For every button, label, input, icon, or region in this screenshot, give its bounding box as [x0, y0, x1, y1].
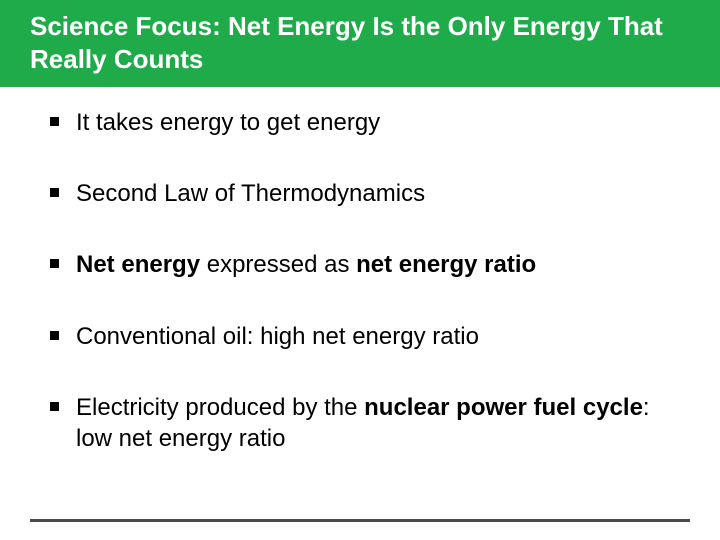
slide-header: Science Focus: Net Energy Is the Only En…: [0, 0, 720, 87]
bullet-text-segment: Net energy: [76, 251, 200, 278]
bullet-item: Conventional oil: high net energy ratio: [50, 321, 680, 352]
bullet-text-segment: Electricity produced by the: [76, 394, 364, 421]
bullet-text-segment: net energy ratio: [356, 251, 536, 278]
bullet-text-segment: Conventional oil: high net energy ratio: [76, 323, 479, 350]
bullet-text-segment: It takes energy to get energy: [76, 109, 380, 136]
bullet-item: Net energy expressed as net energy ratio: [50, 249, 680, 280]
footer-line: [30, 519, 690, 522]
bullet-text-segment: nuclear power fuel cycle: [364, 394, 643, 421]
slide-title: Science Focus: Net Energy Is the Only En…: [30, 10, 690, 75]
bullet-item: Electricity produced by the nuclear powe…: [50, 392, 680, 454]
slide-content: It takes energy to get energy Second Law …: [0, 87, 720, 504]
bullet-text-segment: Second Law of Thermodynamics: [76, 180, 425, 207]
bullet-item: It takes energy to get energy: [50, 107, 680, 138]
bullet-list: It takes energy to get energy Second Law …: [50, 107, 680, 454]
bullet-item: Second Law of Thermodynamics: [50, 178, 680, 209]
bullet-text-segment: expressed as: [200, 251, 356, 278]
